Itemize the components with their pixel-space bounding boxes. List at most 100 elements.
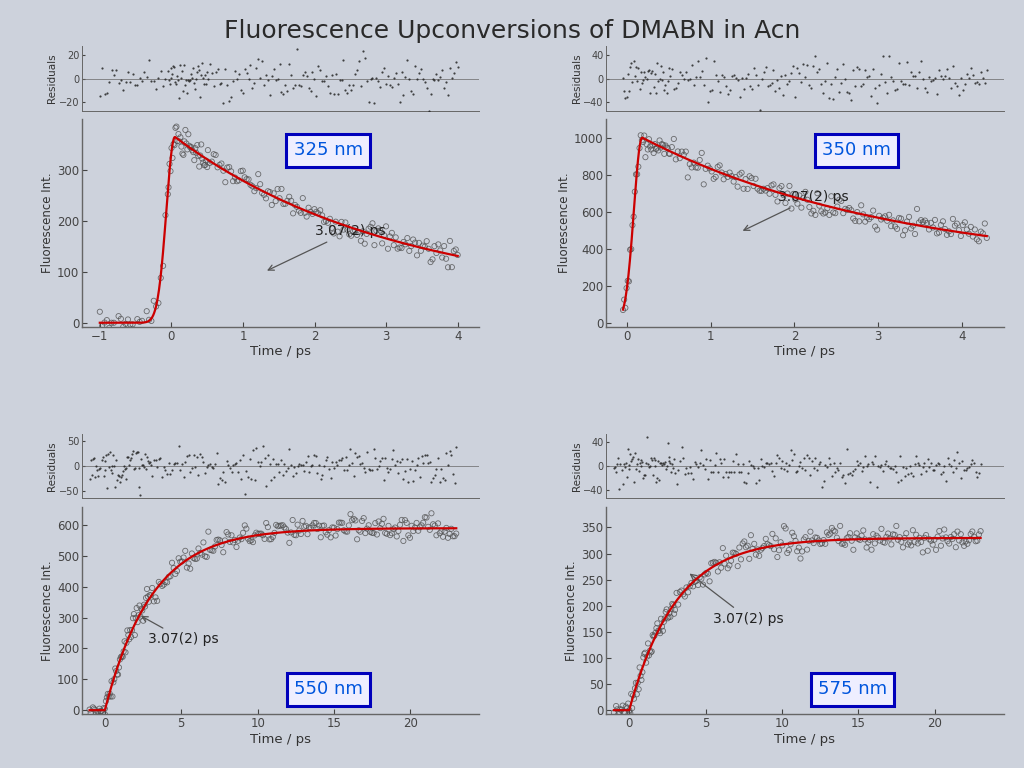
Point bbox=[317, 70, 334, 82]
Point bbox=[449, 528, 465, 540]
Point bbox=[669, 587, 685, 599]
Point bbox=[963, 458, 979, 471]
Point bbox=[658, 141, 675, 154]
Point bbox=[298, 70, 314, 82]
Point bbox=[684, 58, 700, 71]
Point bbox=[913, 536, 930, 548]
Point bbox=[398, 517, 415, 529]
Point bbox=[83, 707, 99, 720]
Point bbox=[221, 161, 238, 174]
Point bbox=[867, 220, 884, 233]
Point bbox=[655, 616, 672, 628]
Point bbox=[271, 58, 288, 70]
Point bbox=[659, 74, 676, 87]
Point bbox=[194, 451, 210, 463]
Point bbox=[138, 462, 155, 475]
Point bbox=[842, 527, 858, 539]
Point bbox=[728, 449, 744, 461]
Point bbox=[951, 535, 968, 547]
Point bbox=[311, 459, 328, 472]
Point bbox=[779, 78, 796, 90]
Point bbox=[792, 189, 808, 201]
Point bbox=[352, 235, 369, 247]
Point bbox=[341, 228, 357, 240]
Point bbox=[119, 451, 135, 463]
Point bbox=[813, 78, 829, 90]
Point bbox=[101, 446, 118, 458]
Point bbox=[260, 521, 276, 533]
Point bbox=[901, 210, 918, 223]
Point bbox=[737, 477, 754, 489]
Point bbox=[419, 235, 435, 247]
Point bbox=[912, 55, 929, 68]
Point bbox=[807, 49, 823, 61]
Point bbox=[865, 204, 882, 217]
Point bbox=[230, 535, 247, 547]
Point bbox=[183, 68, 200, 80]
Point bbox=[648, 87, 665, 99]
Point bbox=[124, 448, 140, 460]
Point bbox=[339, 223, 355, 236]
Point bbox=[735, 183, 752, 195]
Point bbox=[184, 71, 201, 84]
Point bbox=[641, 649, 657, 661]
Point bbox=[662, 70, 678, 82]
Point bbox=[651, 474, 668, 486]
Point bbox=[965, 455, 981, 467]
Point bbox=[713, 457, 729, 469]
Point bbox=[136, 461, 153, 473]
Point bbox=[928, 458, 944, 471]
Point bbox=[380, 466, 396, 478]
Point bbox=[961, 534, 977, 546]
Point bbox=[690, 461, 707, 473]
Point bbox=[768, 532, 784, 545]
Point bbox=[782, 444, 799, 456]
Point bbox=[611, 482, 628, 495]
Point bbox=[245, 536, 261, 548]
Point bbox=[319, 528, 336, 541]
Point bbox=[665, 599, 681, 611]
Point bbox=[814, 482, 830, 494]
Point bbox=[677, 468, 693, 480]
Point bbox=[386, 71, 402, 84]
Point bbox=[403, 520, 420, 532]
Point bbox=[254, 187, 270, 199]
Point bbox=[641, 64, 657, 76]
Point bbox=[101, 76, 118, 88]
Point bbox=[438, 75, 455, 88]
Point bbox=[215, 164, 231, 177]
Point bbox=[315, 216, 332, 228]
Point bbox=[973, 65, 989, 78]
Point bbox=[928, 544, 944, 556]
Point bbox=[308, 90, 325, 102]
Point bbox=[90, 470, 106, 482]
Point bbox=[682, 462, 698, 474]
Point bbox=[387, 231, 403, 243]
Point bbox=[356, 51, 373, 64]
Point bbox=[185, 552, 202, 564]
Point bbox=[377, 527, 393, 539]
Point bbox=[954, 536, 971, 548]
Point bbox=[726, 547, 742, 559]
Point bbox=[947, 77, 964, 89]
Point bbox=[151, 453, 167, 465]
Point bbox=[276, 458, 293, 470]
Point bbox=[393, 66, 410, 78]
Point bbox=[879, 214, 895, 227]
Point bbox=[629, 74, 645, 87]
Point bbox=[218, 526, 234, 538]
Point bbox=[247, 529, 263, 541]
Point bbox=[128, 602, 144, 614]
Point bbox=[622, 61, 638, 73]
Point bbox=[263, 533, 280, 545]
Point bbox=[177, 78, 194, 91]
Point bbox=[126, 462, 142, 475]
Point bbox=[385, 444, 401, 456]
Point bbox=[799, 544, 815, 556]
Point bbox=[300, 201, 316, 214]
Point bbox=[326, 462, 342, 474]
Point bbox=[627, 447, 643, 459]
Point bbox=[977, 217, 993, 230]
Y-axis label: Residuals: Residuals bbox=[571, 441, 582, 491]
Point bbox=[427, 468, 443, 481]
